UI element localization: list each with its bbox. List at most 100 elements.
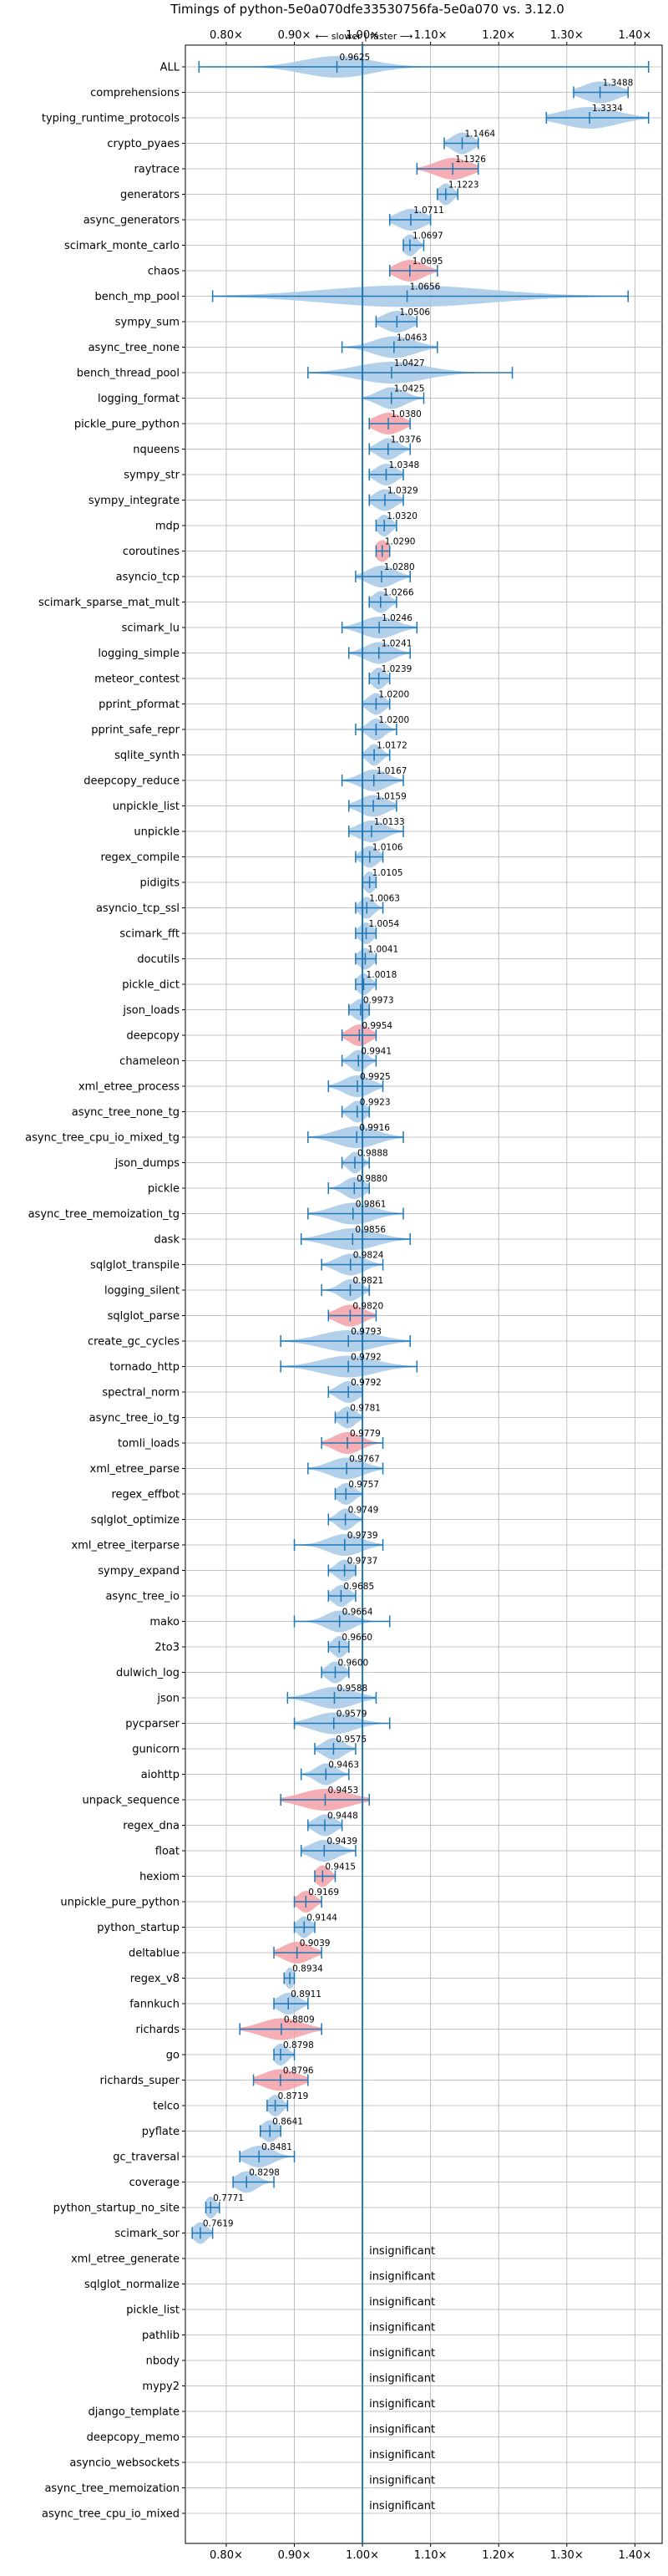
value-label: 0.9781: [350, 1404, 381, 1414]
value-label: 1.0167: [377, 766, 407, 776]
value-label: 0.9821: [352, 1276, 383, 1286]
benchmark-label: unpickle_list: [113, 800, 180, 813]
benchmark-label: unpack_sequence: [82, 1795, 180, 1807]
value-label: 1.0041: [367, 945, 398, 955]
insignificant-label: insignificant: [369, 2500, 435, 2512]
benchmark-label: sympy_integrate: [89, 495, 180, 507]
x-tick-label-top: 0.90×: [278, 29, 311, 42]
direction-label: ⟵ slower | faster ⟶: [316, 31, 413, 42]
benchmark-label: scimark_fft: [119, 928, 180, 941]
benchmark-label: pickle: [148, 1183, 180, 1196]
benchmark-label: unpickle_pure_python: [60, 1897, 180, 1909]
benchmark-label: pprint_pformat: [99, 699, 180, 711]
value-label: 1.0239: [382, 664, 412, 674]
benchmark-label: pidigits: [140, 877, 180, 890]
value-label: 1.0695: [412, 257, 443, 267]
x-tick-label-top: 1.10×: [414, 29, 448, 42]
value-label: 0.9600: [337, 1659, 368, 1669]
value-label: 0.8798: [283, 2040, 314, 2050]
value-label: 0.7619: [203, 2219, 234, 2229]
value-label: 0.9973: [363, 996, 394, 1006]
benchmark-label: crypto_pyaes: [107, 138, 180, 150]
value-label: 0.9579: [337, 1710, 367, 1720]
value-label: 0.8911: [291, 1989, 321, 1999]
benchmark-label: xml_etree_iterparse: [71, 1540, 180, 1552]
value-label: 1.0329: [387, 486, 418, 496]
benchmark-label: pathlib: [142, 2330, 180, 2342]
benchmark-label: logging_silent: [104, 1285, 180, 1298]
value-label: 1.3488: [603, 79, 634, 89]
benchmark-label: bench_thread_pool: [77, 368, 180, 380]
benchmark-label: gc_traversal: [113, 2152, 180, 2164]
value-label: 0.8719: [278, 2091, 309, 2101]
value-label: 0.9888: [357, 1149, 388, 1159]
chart-title: Timings of python-5e0a070dfe33530756fa-5…: [170, 2, 564, 17]
benchmark-label: tomli_loads: [118, 1438, 180, 1451]
tick-layer: 0.80× 0.80× 0.90× 0.90× 1.00× 1.00× 1.10× 1.10×…: [182, 29, 651, 2562]
benchmark-label: raytrace: [134, 164, 180, 176]
value-label: 0.8796: [283, 2066, 314, 2076]
value-label: 0.9856: [355, 1225, 386, 1235]
benchmark-label: pickle_pure_python: [74, 419, 180, 431]
benchmark-label: async_tree_none: [89, 342, 180, 354]
insignificant-label: insignificant: [369, 2347, 435, 2360]
benchmark-label: meteor_contest: [94, 673, 180, 686]
benchmark-label: chameleon: [119, 1055, 180, 1068]
value-label: 1.0266: [383, 588, 414, 598]
value-label: 1.0320: [387, 511, 418, 521]
value-label: 0.9792: [351, 1353, 382, 1363]
x-tick-label-bottom: 1.20×: [482, 2549, 515, 2562]
benchmark-label: scimark_sparse_mat_mult: [38, 597, 180, 609]
value-label: 1.0105: [372, 868, 403, 878]
benchmark-label: telco: [153, 2101, 180, 2113]
value-label: 0.9767: [349, 1455, 380, 1465]
value-label: 0.9792: [351, 1378, 382, 1388]
x-tick-label-top: 0.80×: [210, 29, 243, 42]
benchmark-label: generators: [120, 189, 180, 201]
value-label: 1.0200: [378, 715, 409, 725]
value-label: 0.9625: [339, 53, 370, 63]
benchmark-label: chaos: [148, 266, 180, 278]
value-label: 0.7771: [213, 2193, 244, 2203]
value-label: 1.0159: [376, 792, 407, 802]
benchmark-label: pyflate: [142, 2126, 180, 2138]
value-label: 1.0241: [382, 639, 412, 649]
benchmark-label: mako: [149, 1616, 180, 1628]
benchmark-label: go: [166, 2050, 180, 2062]
value-label: 1.0280: [384, 562, 415, 572]
benchmark-label: django_template: [89, 2406, 180, 2419]
value-label: 0.9169: [308, 1888, 339, 1898]
benchmark-label: coverage: [129, 2177, 180, 2189]
benchmark-label: async_tree_memoization_tg: [28, 1208, 180, 1221]
benchmark-label: ALL: [160, 62, 180, 74]
benchmark-label: coroutines: [123, 546, 180, 558]
insignificant-label: insignificant: [369, 2475, 435, 2487]
benchmark-label: async_tree_io: [105, 1591, 180, 1603]
value-label: 1.0054: [368, 919, 399, 929]
value-label: 0.8934: [292, 1964, 323, 1974]
plot-frame: [185, 44, 663, 2544]
benchmark-label: sqlite_synth: [114, 749, 180, 762]
value-label: 1.1464: [465, 130, 496, 140]
value-label: 0.8809: [284, 2015, 315, 2025]
benchmark-label: sympy_expand: [98, 1565, 180, 1578]
value-label: 1.0172: [377, 741, 407, 751]
benchmark-label: sympy_str: [124, 470, 180, 482]
benchmark-label: deepcopy: [126, 1030, 180, 1043]
benchmark-label: sqlglot_optimize: [91, 1514, 180, 1527]
x-tick-label-bottom: 1.10×: [414, 2549, 448, 2562]
benchmark-label: python_startup: [97, 1922, 180, 1934]
benchmark-label: scimark_lu: [122, 622, 180, 635]
value-label: 1.0246: [382, 613, 412, 623]
value-label: 1.0290: [385, 537, 416, 547]
value-label: 0.9448: [327, 1811, 358, 1821]
x-tick-label-bottom: 0.80×: [210, 2549, 243, 2562]
value-label: 0.9739: [347, 1531, 378, 1541]
benchmark-label: create_gc_cycles: [88, 1336, 180, 1349]
value-label: 1.0463: [397, 333, 428, 343]
benchmark-label: hexiom: [139, 1871, 180, 1883]
value-label: 0.9916: [359, 1123, 390, 1133]
benchmark-label: asyncio_websockets: [69, 2457, 180, 2470]
